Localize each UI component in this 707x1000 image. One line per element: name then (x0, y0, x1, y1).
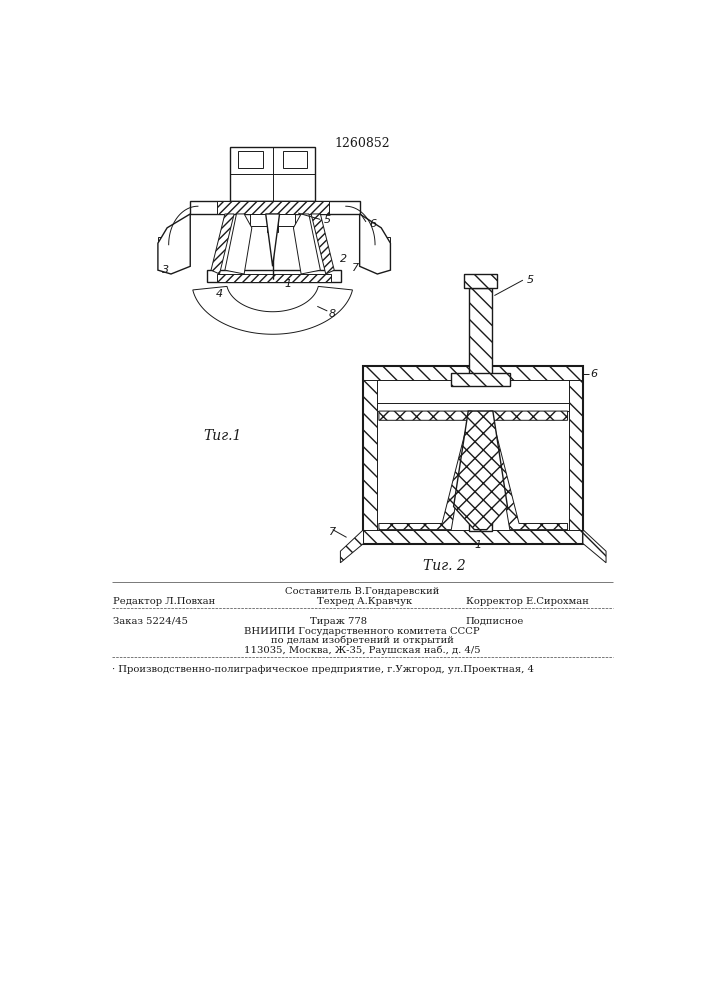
Polygon shape (340, 530, 363, 563)
Text: Τиг.1: Τиг.1 (204, 429, 242, 443)
Text: ВНИИПИ Государственного комитета СССР: ВНИИПИ Государственного комитета СССР (244, 627, 480, 636)
Polygon shape (211, 214, 234, 274)
Bar (569, 366, 583, 544)
Bar (217, 201, 329, 214)
Bar (238, 151, 262, 168)
Polygon shape (266, 214, 279, 266)
Bar (469, 288, 492, 380)
Text: 113035, Москва, Ж-35, Раушская наб., д. 4/5: 113035, Москва, Ж-35, Раушская наб., д. … (244, 645, 480, 655)
Bar (378, 403, 569, 411)
Polygon shape (158, 214, 190, 274)
Polygon shape (360, 214, 390, 274)
Text: 5: 5 (527, 275, 534, 285)
Polygon shape (379, 411, 472, 530)
Text: Техред А.Кравчук: Техред А.Кравчук (317, 597, 413, 606)
Text: Редактор Л.Повхан: Редактор Л.Повхан (113, 597, 216, 606)
Bar (469, 411, 492, 531)
Text: Корректор Е.Сирохман: Корректор Е.Сирохман (466, 597, 589, 606)
Text: 1: 1 (285, 279, 292, 289)
Polygon shape (311, 214, 334, 274)
Text: Составитель В.Гондаревский: Составитель В.Гондаревский (285, 587, 439, 596)
Text: 4: 4 (216, 289, 223, 299)
Bar (363, 366, 583, 380)
Polygon shape (193, 286, 353, 334)
Text: Заказ 5224/45: Заказ 5224/45 (113, 617, 188, 626)
Text: 1260852: 1260852 (334, 137, 390, 150)
Text: Τиг. 2: Τиг. 2 (423, 559, 466, 573)
Bar (464, 274, 498, 288)
Bar (363, 366, 378, 544)
Bar (369, 237, 390, 259)
Text: Подписное: Подписное (466, 617, 525, 626)
Polygon shape (454, 411, 508, 530)
Bar (464, 274, 498, 288)
Bar (207, 270, 341, 282)
Bar (451, 373, 510, 386)
Text: 7: 7 (329, 527, 336, 537)
Polygon shape (225, 214, 252, 274)
Text: 1: 1 (474, 540, 481, 550)
Bar (451, 373, 510, 386)
Bar (363, 366, 583, 544)
Bar (283, 151, 308, 168)
Bar (158, 237, 180, 259)
Bar (230, 147, 315, 201)
Text: 7: 7 (352, 263, 359, 273)
Text: 6: 6 (590, 369, 597, 379)
Text: 8: 8 (329, 309, 336, 319)
Bar (267, 214, 278, 232)
Text: · Производственно-полиграфическое предприятие, г.Ужгород, ул.Проектная, 4: · Производственно-полиграфическое предпр… (112, 665, 534, 674)
Text: 5: 5 (324, 215, 331, 225)
Text: 3: 3 (162, 265, 169, 275)
Text: по делам изобретений и открытий: по делам изобретений и открытий (271, 636, 453, 645)
Bar (190, 201, 360, 214)
Polygon shape (583, 530, 606, 563)
Text: Тираж 778: Тираж 778 (310, 617, 367, 626)
Bar (469, 411, 492, 531)
Text: 6: 6 (369, 219, 376, 229)
Bar (217, 274, 331, 282)
Bar (469, 288, 492, 380)
Polygon shape (293, 214, 320, 274)
Polygon shape (490, 411, 568, 530)
Text: 2: 2 (340, 254, 348, 264)
Bar (250, 214, 295, 226)
Bar (363, 530, 583, 544)
